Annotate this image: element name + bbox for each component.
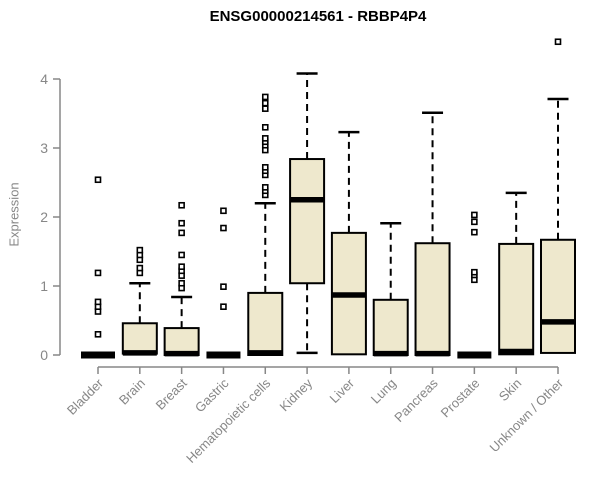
outlier-bladder-3 [94,298,102,306]
x-tick-label-brain: Brain [116,376,148,408]
outlier-bladder-4 [94,269,102,277]
outlier-breast-8 [178,201,185,209]
outlier-bladder-5 [94,176,102,184]
outlier-gastric-1 [220,283,227,290]
x-tick-label-gastric: Gastric [192,375,232,415]
x-tick-label-breast: Breast [153,375,190,412]
outlier-gastric-3 [220,207,227,215]
outlier-breast-4 [178,263,185,270]
box-kidney [289,158,326,285]
box-unknown-other [540,238,576,354]
y-tick-label-4: 4 [40,71,48,87]
x-tick-label-liver: Liver [326,375,357,406]
outlier-breast-6 [178,229,185,237]
x-tick-label-lung: Lung [368,376,399,407]
box-lung [372,298,409,356]
outlier-prostate-4 [471,218,478,226]
outlier-prostate-3 [471,228,478,236]
x-tick-label-skin: Skin [496,376,524,404]
collapsed-box-gastric [206,351,241,359]
x-tick-label-kidney: Kidney [276,375,315,414]
y-tick-label-3: 3 [40,140,48,156]
collapsed-box-bladder [81,351,115,359]
x-tick-label-unknown-other: Unknown / Other [487,375,567,455]
outlier-brain-4 [136,246,144,254]
x-tick-label-prostate: Prostate [438,376,483,421]
outlier-prostate-5 [471,211,478,219]
chart-title: ENSG00000214561 - RBBP4P4 [209,8,427,25]
box-brain [121,322,158,355]
outlier-breast-7 [178,219,185,227]
collapsed-box-prostate [457,351,492,359]
box-hematopoietic-cells [247,291,284,356]
outlier-bladder-0 [94,330,102,338]
outlier-hematopoietic-cells-11 [261,105,269,112]
y-tick-label-1: 1 [40,278,48,294]
outlier-breast-1 [178,279,185,287]
outlier-hematopoietic-cells-12 [261,99,269,107]
outlier-gastric-0 [220,303,227,311]
y-tick-label-0: 0 [40,347,48,363]
outlier-hematopoietic-cells-10 [261,124,269,131]
box-skin [498,242,535,356]
y-tick-label-2: 2 [40,209,48,225]
x-tick-label-bladder: Bladder [64,375,107,418]
outlier-prostate-2 [471,268,478,276]
outlier-hematopoietic-cells-2 [261,184,269,191]
box-breast [163,327,200,356]
x-tick-label-pancreas: Pancreas [391,375,441,425]
outlier-hematopoietic-cells-9 [261,135,269,142]
outlier-unknown-other-0 [554,38,562,46]
outlier-gastric-2 [220,224,227,232]
box-pancreas [414,242,451,356]
outlier-hematopoietic-cells-13 [261,93,269,101]
outlier-breast-5 [178,251,185,259]
outlier-brain-1 [136,264,144,272]
outlier-hematopoietic-cells-5 [261,164,269,171]
